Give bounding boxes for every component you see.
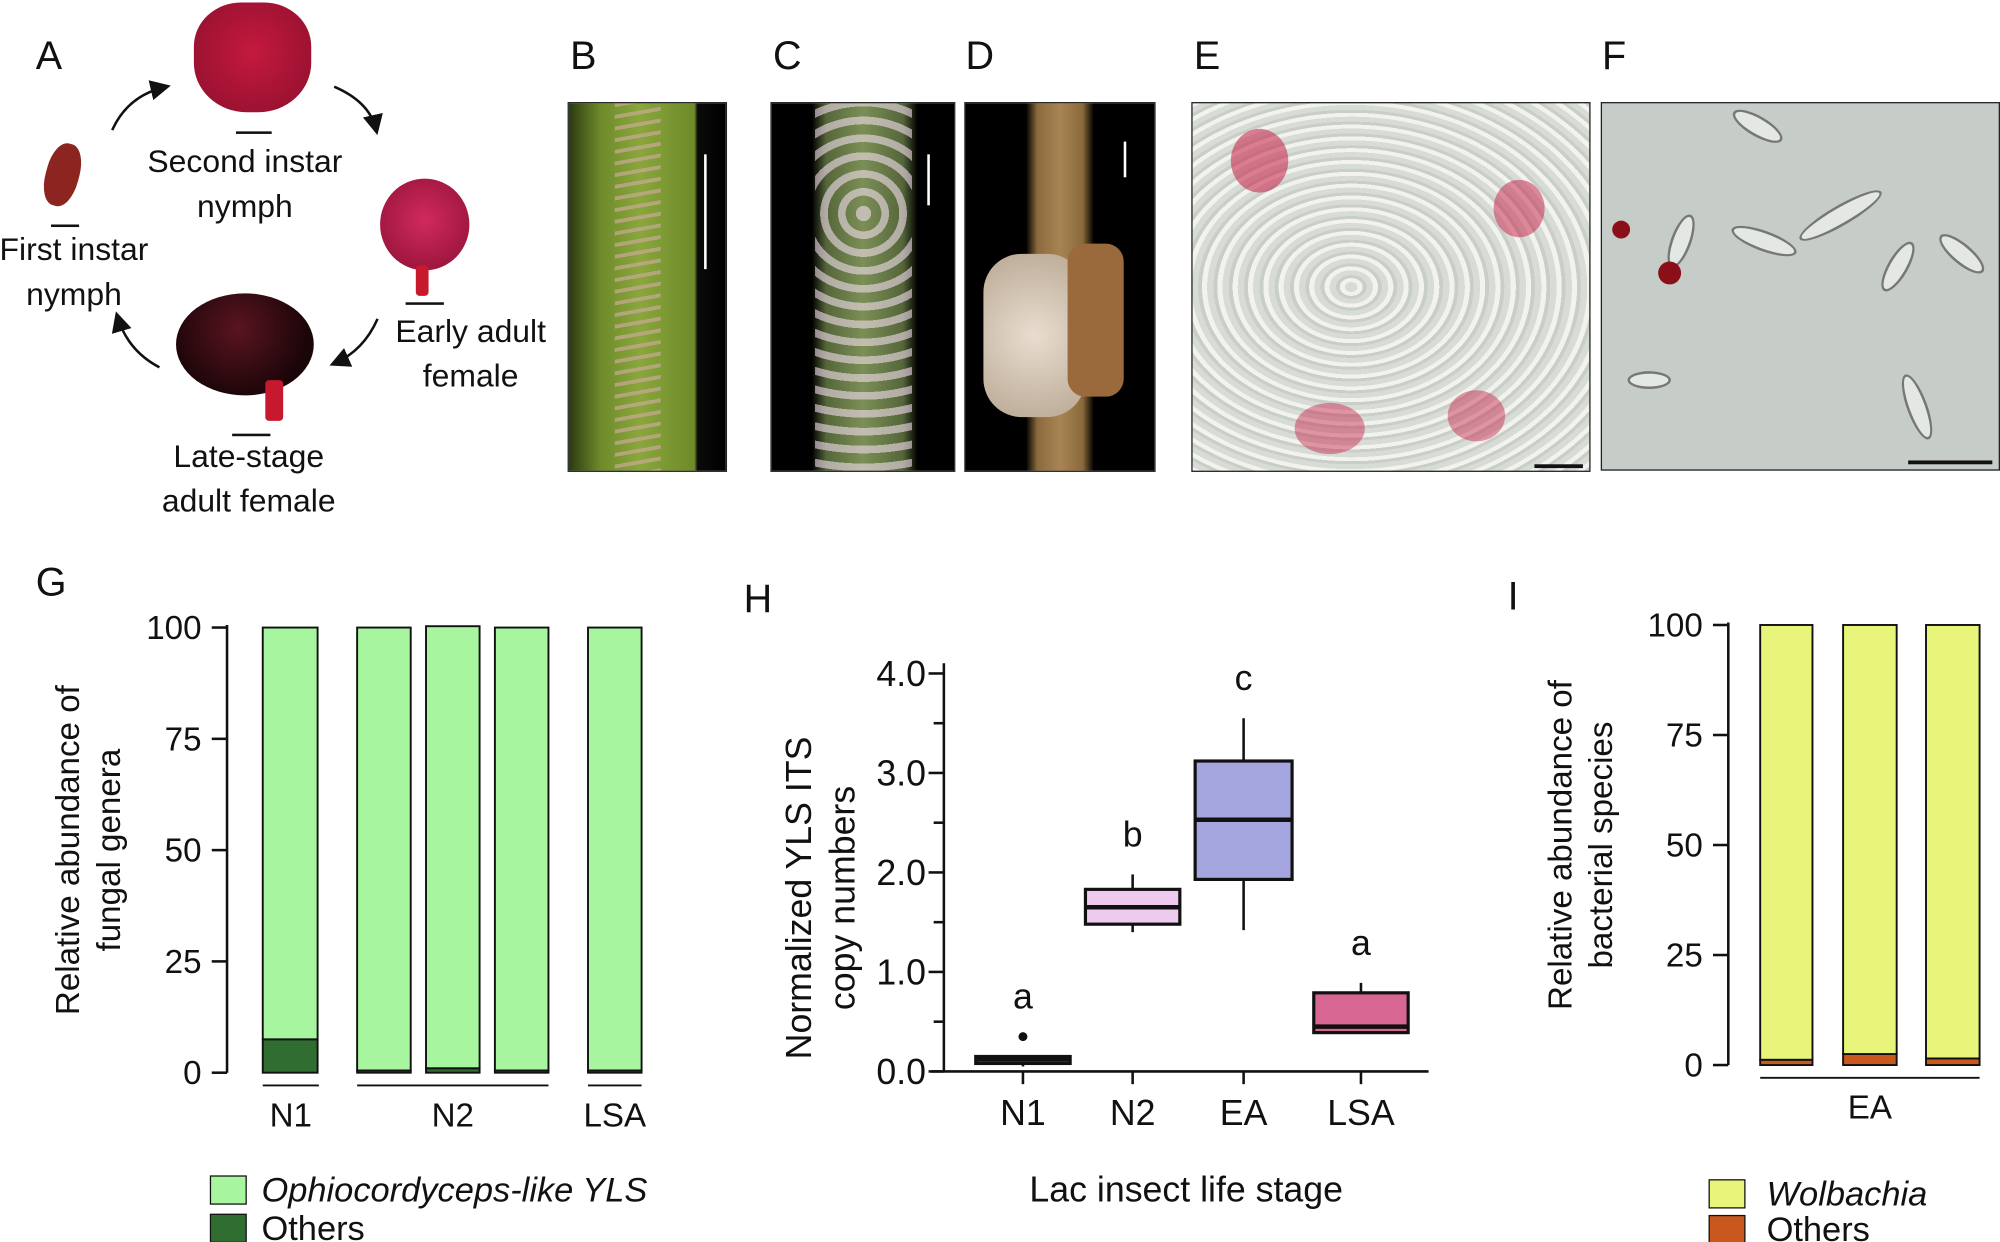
caption-line: Second instar bbox=[147, 144, 343, 180]
y-axis-label-line: bacterial species bbox=[1583, 722, 1620, 969]
caption-line: nymph bbox=[26, 276, 122, 313]
y-axis-label-line: Relative abundance of bbox=[1542, 679, 1579, 1010]
life-cycle-arrows bbox=[111, 80, 383, 369]
x-tick-label: LSA bbox=[1327, 1093, 1395, 1133]
y-axis-label: Normalized YLS ITS copy numbers bbox=[779, 737, 862, 1060]
panel-label-i: I bbox=[1508, 575, 1519, 619]
legend-swatch bbox=[1708, 1179, 1746, 1209]
y-tick-label: 1.0 bbox=[876, 953, 926, 993]
y-tick-label: 50 bbox=[1666, 827, 1703, 864]
y-axis-label-line: Normalized YLS ITS bbox=[779, 737, 819, 1060]
y-tick-label: 75 bbox=[1666, 717, 1703, 754]
x-group-label: N2 bbox=[432, 1097, 474, 1134]
caption-line: nymph bbox=[197, 188, 293, 225]
caption-line: Late-stage bbox=[173, 438, 325, 475]
scale-bar bbox=[51, 224, 80, 228]
photo-d-lac-encrustation bbox=[964, 102, 1156, 472]
bar-segment-ophiocordyceps-like-yls bbox=[261, 626, 319, 1041]
panel-label-h: H bbox=[744, 577, 773, 621]
scale-bar bbox=[232, 433, 271, 437]
bar-segment-ophiocordyceps-like-yls bbox=[425, 625, 481, 1070]
x-tick-label: N1 bbox=[1000, 1093, 1046, 1133]
panel-label-d: D bbox=[965, 33, 995, 78]
y-axis-label: Relative abundance of bacterial species bbox=[1542, 679, 1620, 1010]
y-tick-label: 0 bbox=[1684, 1048, 1702, 1085]
caption-line: First instar bbox=[0, 232, 149, 268]
x-group-label: EA bbox=[1848, 1090, 1893, 1127]
legend-label: Others bbox=[261, 1210, 364, 1242]
caption-early-adult: Early adult female bbox=[376, 310, 565, 399]
panel-label-g: G bbox=[36, 561, 67, 605]
photo-e-micrograph-stained bbox=[1191, 102, 1591, 472]
panel-label-b: B bbox=[570, 33, 597, 78]
arrow-icon bbox=[111, 311, 161, 369]
bar-segment-ophiocordyceps-like-yls bbox=[356, 626, 412, 1072]
y-tick-label: 3.0 bbox=[876, 754, 926, 794]
bar-segment-others bbox=[261, 1038, 319, 1074]
early-adult-tail bbox=[415, 265, 429, 296]
x-tick-label: EA bbox=[1220, 1093, 1268, 1133]
panel-label-c: C bbox=[772, 33, 802, 78]
arrow-icon bbox=[333, 85, 383, 136]
caption-late-stage: Late-stage adult female bbox=[140, 435, 357, 524]
caption-second-instar: Second instar nymph bbox=[133, 140, 357, 229]
y-tick-label: 2.0 bbox=[876, 853, 926, 893]
x-group-label: N1 bbox=[270, 1097, 312, 1134]
y-tick-label: 25 bbox=[1666, 938, 1703, 975]
outlier-point bbox=[1018, 1032, 1028, 1042]
legend-label: Wolbachia bbox=[1767, 1175, 1928, 1213]
caption-line: female bbox=[422, 358, 519, 395]
caption-line: Early adult bbox=[395, 313, 546, 350]
significance-letter: b bbox=[1123, 814, 1143, 854]
y-tick-label: 0.0 bbox=[876, 1052, 926, 1092]
photo-f-micrograph-cells bbox=[1600, 102, 2000, 471]
bar-segment-ophiocordyceps-like-yls bbox=[587, 626, 643, 1072]
scale-bar bbox=[405, 302, 444, 305]
legend-label: Others bbox=[1767, 1211, 1870, 1242]
second-instar-nymph-photo bbox=[193, 2, 312, 113]
arrow-icon bbox=[111, 80, 171, 131]
y-tick-label: 0 bbox=[183, 1055, 201, 1092]
late-stage-adult-female-photo bbox=[176, 293, 314, 396]
y-tick-label: 4.0 bbox=[876, 654, 926, 694]
bar-segment-wolbachia bbox=[1925, 624, 1981, 1060]
significance-letter: a bbox=[1351, 923, 1371, 963]
photo-c-branch-wax bbox=[770, 102, 956, 472]
x-axis-label: Lac insect life stage bbox=[1029, 1170, 1343, 1210]
x-tick-label: N2 bbox=[1110, 1093, 1156, 1133]
y-axis-label-line: fungal genera bbox=[91, 748, 128, 951]
legend-swatch bbox=[1708, 1214, 1746, 1242]
panel-label-a: A bbox=[35, 33, 63, 78]
bar-segment-others bbox=[1842, 1053, 1898, 1066]
bar-segment-others bbox=[1925, 1057, 1981, 1066]
caption-first-instar: First instar nymph bbox=[0, 228, 156, 317]
y-tick-label: 50 bbox=[165, 833, 202, 870]
legend-swatch bbox=[209, 1213, 247, 1242]
y-axis-label: Relative abundance of fungal genera bbox=[50, 684, 128, 1015]
panel-label-f: F bbox=[1602, 33, 1627, 78]
y-axis-label-line: copy numbers bbox=[823, 786, 863, 1010]
y-tick-label: 25 bbox=[165, 944, 202, 981]
photo-b-branch-nymphs bbox=[567, 102, 728, 472]
significance-letter: a bbox=[1013, 977, 1033, 1017]
y-tick-label: 100 bbox=[146, 610, 201, 647]
legend-swatch bbox=[209, 1175, 247, 1205]
caption-line: adult female bbox=[161, 483, 336, 520]
significance-letter: c bbox=[1235, 658, 1253, 698]
arrow-icon bbox=[329, 318, 379, 367]
scale-bar bbox=[235, 131, 272, 134]
bar-segment-ophiocordyceps-like-yls bbox=[493, 626, 550, 1072]
panel-label-e: E bbox=[1193, 33, 1221, 78]
bar-segment-wolbachia bbox=[1842, 624, 1898, 1055]
late-adult-tail bbox=[265, 380, 284, 421]
y-tick-label: 75 bbox=[165, 721, 202, 758]
y-tick-label: 100 bbox=[1647, 607, 1702, 644]
early-adult-female-photo bbox=[380, 178, 470, 271]
x-group-label: LSA bbox=[583, 1097, 647, 1134]
y-axis-label-line: Relative abundance of bbox=[50, 684, 87, 1015]
bar-segment-wolbachia bbox=[1759, 624, 1814, 1061]
legend-label: Ophiocordyceps-like YLS bbox=[261, 1172, 647, 1210]
